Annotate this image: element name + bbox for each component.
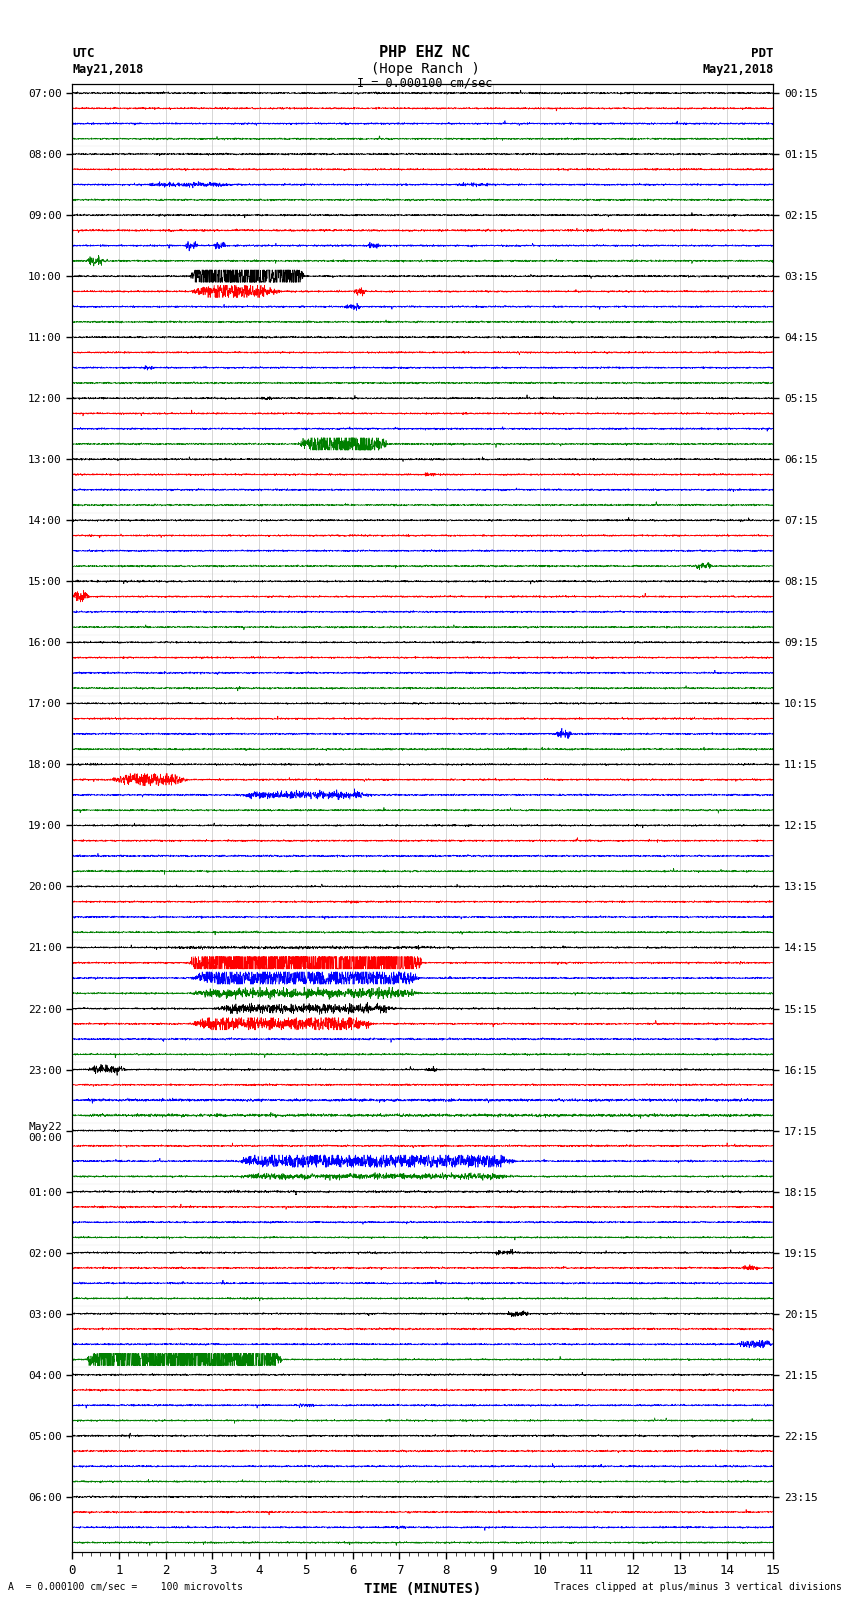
Text: UTC: UTC [72,47,94,60]
Text: May21,2018: May21,2018 [72,63,144,76]
Text: A  = 0.000100 cm/sec =    100 microvolts: A = 0.000100 cm/sec = 100 microvolts [8,1582,243,1592]
Text: Traces clipped at plus/minus 3 vertical divisions: Traces clipped at plus/minus 3 vertical … [553,1582,842,1592]
Text: May21,2018: May21,2018 [702,63,774,76]
Text: (Hope Ranch ): (Hope Ranch ) [371,61,479,76]
X-axis label: TIME (MINUTES): TIME (MINUTES) [365,1582,481,1597]
Text: PHP EHZ NC: PHP EHZ NC [379,45,471,60]
Text: PDT: PDT [751,47,774,60]
Text: I = 0.000100 cm/sec: I = 0.000100 cm/sec [357,76,493,90]
